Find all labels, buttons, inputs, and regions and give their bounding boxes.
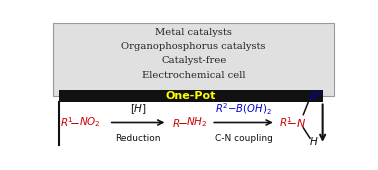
Text: $NH_2$: $NH_2$: [186, 116, 208, 129]
Text: $[H]$: $[H]$: [130, 103, 146, 116]
Text: Catalyst-free: Catalyst-free: [161, 56, 226, 65]
Text: $NO_2$: $NO_2$: [79, 116, 101, 129]
Text: $R^2$: $R^2$: [310, 89, 323, 103]
FancyBboxPatch shape: [53, 23, 334, 96]
FancyBboxPatch shape: [59, 90, 322, 101]
Text: Electrochemical cell: Electrochemical cell: [142, 71, 245, 80]
Text: $R$: $R$: [172, 116, 180, 129]
Text: $R^1$: $R^1$: [279, 116, 293, 129]
Text: $-$: $-$: [69, 115, 80, 128]
Text: Reduction: Reduction: [115, 134, 161, 143]
Text: Metal catalysts: Metal catalysts: [155, 28, 232, 37]
Text: $-$: $-$: [286, 115, 297, 128]
Text: One-Pot: One-Pot: [166, 91, 216, 101]
Text: C-N coupling: C-N coupling: [215, 134, 273, 143]
Text: $H$: $H$: [310, 135, 319, 147]
Text: $R^1$: $R^1$: [60, 116, 74, 129]
Text: Organophosphorus catalysts: Organophosphorus catalysts: [121, 42, 266, 51]
Text: $R^2$$-$$B(OH)_2$: $R^2$$-$$B(OH)_2$: [215, 102, 272, 117]
Text: $N$: $N$: [296, 116, 306, 129]
Text: $-$: $-$: [177, 115, 188, 128]
